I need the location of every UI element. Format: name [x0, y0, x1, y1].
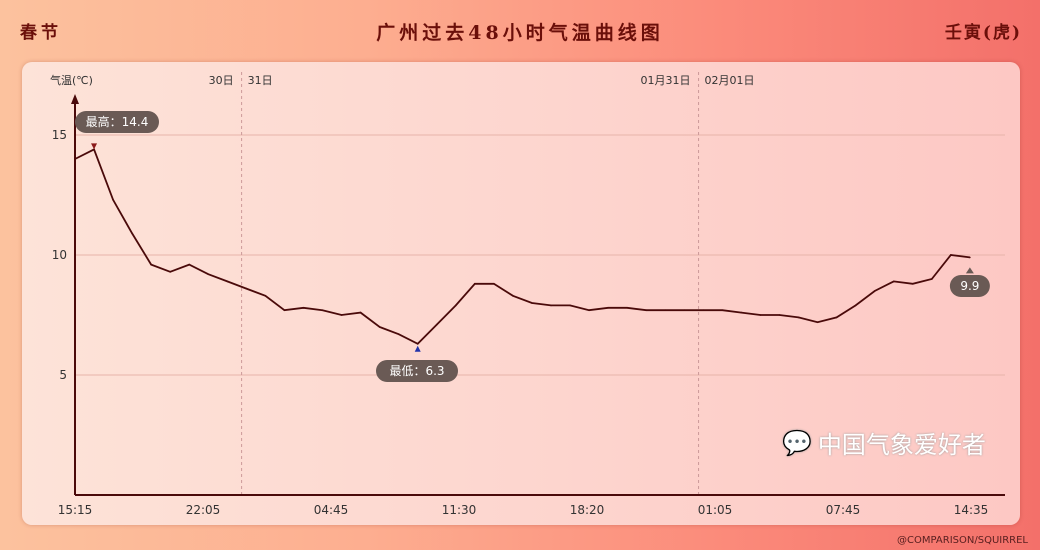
min-label-bubble: [376, 360, 458, 382]
data-point: [873, 290, 876, 292]
x-tick-label: 07:45: [826, 503, 861, 517]
data-point: [816, 321, 819, 324]
data-point: [835, 316, 838, 319]
date-label: 30日: [209, 74, 234, 87]
last-marker: [965, 267, 974, 274]
x-tick-label: 15:15: [58, 503, 93, 517]
data-point: [340, 314, 343, 316]
data-point: [74, 158, 76, 160]
data-point: [892, 280, 895, 283]
data-point: [854, 304, 857, 307]
date-label: 02月01日: [705, 74, 755, 87]
data-point: [188, 263, 191, 266]
data-point: [455, 304, 457, 307]
data-point: [683, 309, 686, 312]
y-tick-label: 10: [52, 248, 67, 262]
data-point: [131, 232, 133, 235]
y-axis-label: 气温(℃): [50, 73, 93, 87]
data-point: [435, 323, 438, 326]
data-point: [302, 307, 305, 309]
data-point: [721, 309, 724, 312]
data-point: [264, 295, 267, 297]
data-point: [378, 326, 381, 328]
data-point: [607, 307, 609, 309]
watermark: 💬 中国气象爱好者: [782, 425, 986, 460]
year-label: 壬寅(虎): [944, 23, 1022, 43]
data-point: [493, 283, 495, 285]
data-point: [645, 309, 647, 312]
chart-card: [22, 62, 1020, 525]
data-point: [797, 316, 800, 319]
temperature-line: [74, 148, 970, 345]
data-point: [664, 309, 667, 312]
chart-title: 广州过去48小时气温曲线图: [376, 22, 664, 44]
max-label-bubble: [75, 111, 159, 133]
data-point: [512, 295, 514, 297]
y-axis-arrow: [71, 94, 79, 104]
data-point: [550, 304, 552, 307]
min-marker: [414, 345, 421, 352]
date-label: 01月31日: [641, 74, 691, 87]
y-tick-label: 15: [52, 128, 67, 142]
data-point: [740, 311, 743, 314]
data-point: [245, 287, 248, 290]
date-label: 31日: [248, 74, 273, 87]
x-tick-label: 14:35: [954, 503, 989, 517]
data-point: [283, 309, 286, 312]
data-point: [911, 283, 914, 285]
wechat-icon: 💬: [782, 428, 812, 457]
data-point: [569, 304, 571, 307]
data-point: [93, 148, 95, 151]
data-point: [359, 311, 362, 314]
y-tick-label: 5: [59, 368, 67, 382]
watermark-text: 中国气象爱好者: [817, 431, 986, 459]
max-label: 最高：14.4: [86, 114, 149, 129]
data-point: [931, 278, 933, 280]
data-point: [416, 343, 419, 345]
data-point: [531, 302, 533, 304]
data-point: [169, 271, 171, 273]
data-point: [969, 256, 971, 259]
last-value-label-bubble: [949, 275, 990, 297]
x-tick-label: 18:20: [570, 503, 605, 517]
data-point: [950, 254, 952, 256]
data-point: [626, 307, 628, 309]
x-tick-label: 04:45: [314, 503, 349, 517]
last-value-label: 9.9: [960, 279, 979, 293]
data-point: [397, 333, 400, 336]
min-label: 最低：6.3: [389, 364, 444, 378]
credit: @COMPARISON/SQUIRREL: [897, 535, 1028, 546]
data-point: [474, 283, 476, 285]
data-point: [588, 309, 590, 312]
data-point: [759, 314, 762, 316]
data-point: [150, 263, 152, 266]
x-tick-label: 11:30: [442, 503, 477, 517]
data-point: [112, 199, 114, 201]
x-tick-label: 22:05: [186, 503, 221, 517]
data-point: [702, 309, 705, 312]
max-marker: [91, 143, 98, 150]
x-tick-label: 01:05: [698, 503, 733, 517]
data-point: [778, 314, 781, 316]
data-point: [321, 309, 324, 312]
festival-label: 春节: [20, 23, 62, 43]
data-point: [226, 280, 229, 283]
data-point: [207, 273, 210, 276]
